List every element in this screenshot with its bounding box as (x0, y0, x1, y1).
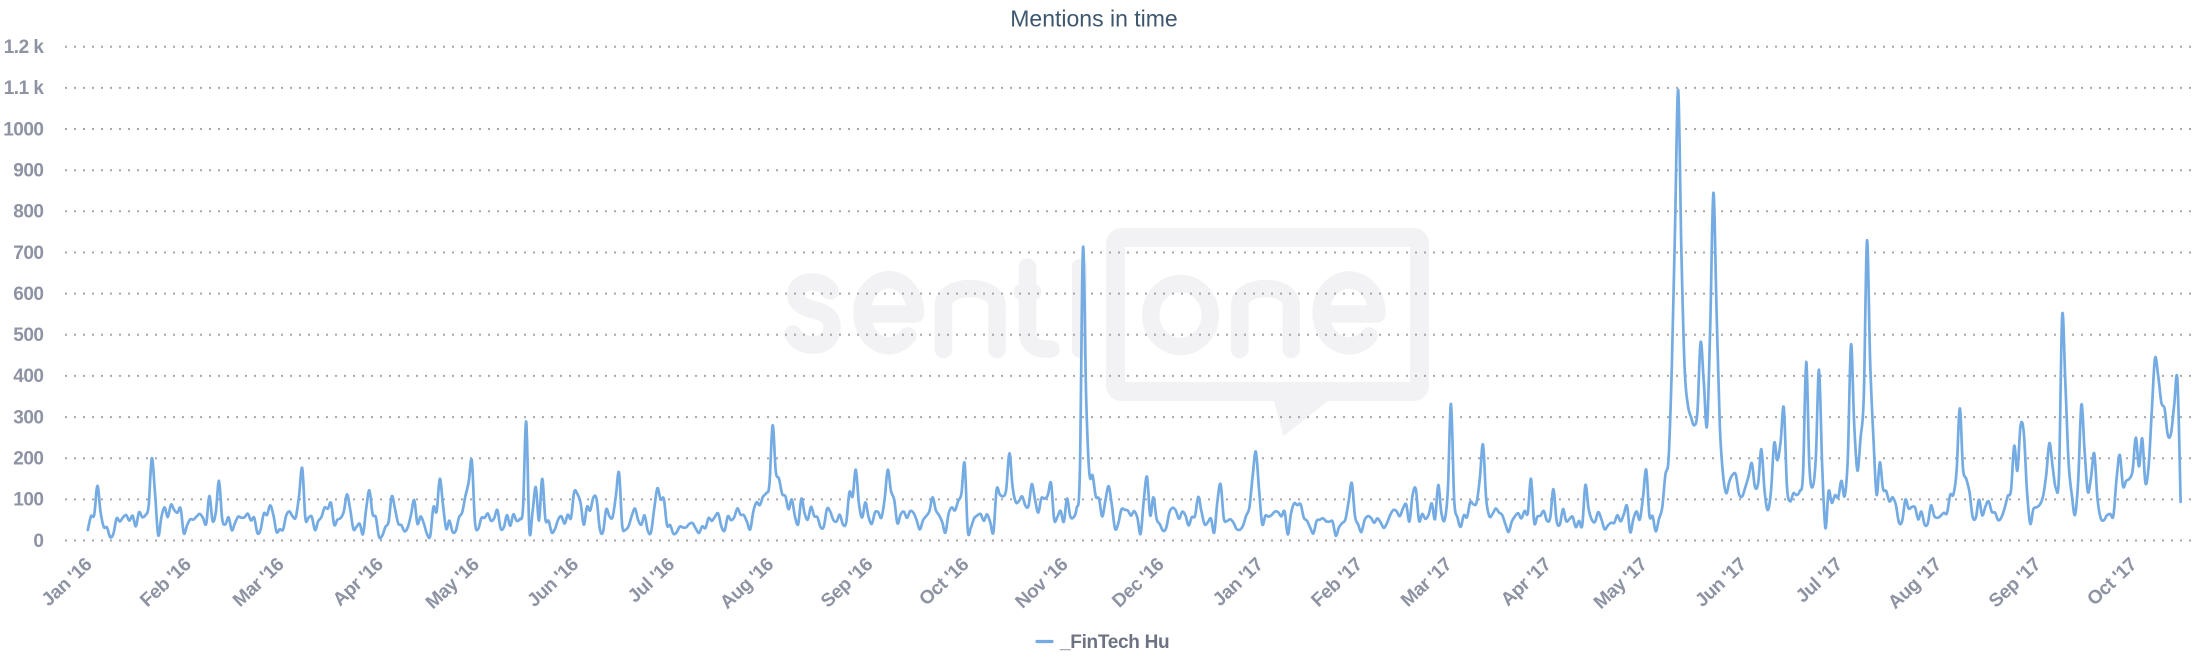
svg-text:600: 600 (13, 284, 43, 305)
svg-text:200: 200 (13, 449, 43, 470)
svg-text:1.1 k: 1.1 k (4, 78, 45, 99)
svg-text:500: 500 (13, 325, 43, 346)
svg-text:700: 700 (13, 243, 43, 264)
svg-text:1000: 1000 (3, 119, 43, 140)
svg-text:1.2 k: 1.2 k (4, 37, 45, 58)
svg-text:0: 0 (33, 531, 43, 552)
svg-text:400: 400 (13, 366, 43, 387)
svg-text:_FinTech Hu: _FinTech Hu (1059, 632, 1169, 653)
svg-text:100: 100 (13, 490, 43, 511)
svg-text:300: 300 (13, 407, 43, 428)
svg-text:800: 800 (13, 202, 43, 223)
svg-text:Mentions in time: Mentions in time (1010, 6, 1177, 32)
svg-text:900: 900 (13, 161, 43, 182)
